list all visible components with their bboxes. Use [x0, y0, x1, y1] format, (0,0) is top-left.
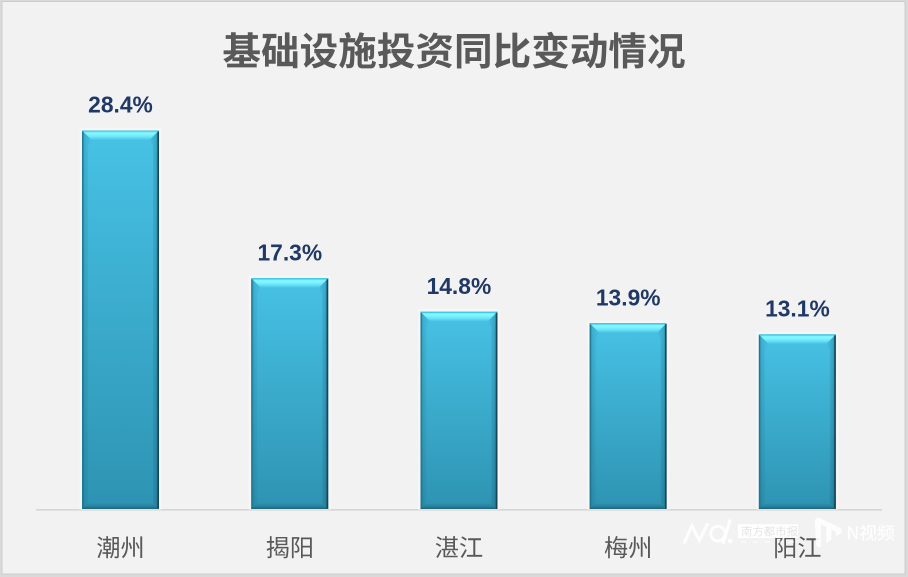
svg-text:13.9%: 13.9%	[596, 284, 661, 310]
svg-text:28.4%: 28.4%	[88, 92, 153, 118]
svg-text:14.8%: 14.8%	[427, 273, 492, 299]
svg-text:13.1%: 13.1%	[765, 295, 830, 321]
svg-text:17.3%: 17.3%	[257, 239, 322, 265]
